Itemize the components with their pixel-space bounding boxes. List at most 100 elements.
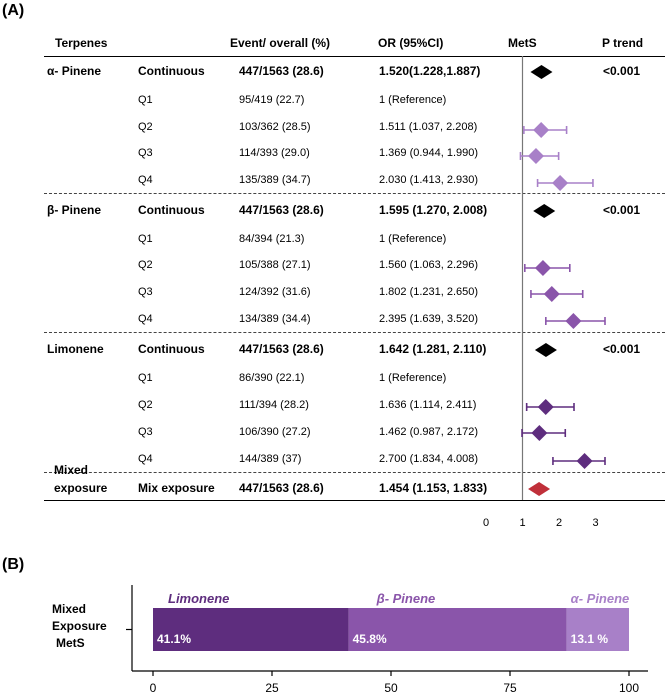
row-event: 135/389 (34.7) bbox=[239, 174, 311, 186]
estimate-diamond bbox=[534, 260, 551, 276]
estimate-diamond bbox=[530, 65, 553, 79]
row-event: 114/393 (29.0) bbox=[239, 147, 310, 159]
estimate-diamond bbox=[534, 343, 557, 357]
row-event: 95/419 (22.7) bbox=[239, 94, 305, 106]
x-tick-label: 2 bbox=[556, 517, 562, 529]
table-bottom-rule bbox=[44, 500, 665, 501]
row-event: 124/392 (31.6) bbox=[239, 286, 311, 298]
row-label: Q3 bbox=[138, 426, 153, 438]
x-tick-label: 75 bbox=[503, 681, 517, 695]
group-name-alpha-pinene: α- Pinene bbox=[47, 64, 102, 78]
row-label: Continuous bbox=[138, 203, 205, 217]
group-name-beta-pinene: β- Pinene bbox=[47, 203, 101, 217]
row-event: 134/389 (34.4) bbox=[239, 313, 311, 325]
estimate-diamond bbox=[565, 313, 582, 329]
row-or: 1.462 (0.987, 2.172) bbox=[379, 426, 479, 438]
stacked-bar-chart: 41.1% 45.8% 13.1 % Limonene β- Pinene α- Pine… bbox=[126, 585, 648, 695]
row-label: Q1 bbox=[138, 94, 153, 106]
row-label: Mix exposure bbox=[138, 481, 215, 495]
x-tick-label: 25 bbox=[265, 681, 279, 695]
estimate-diamond bbox=[537, 399, 554, 415]
row-or: 1 (Reference) bbox=[379, 233, 447, 245]
series-name-label: Limonene bbox=[168, 591, 229, 606]
x-tick-label: 50 bbox=[384, 681, 398, 695]
row-or: 1.636 (1.114, 2.411) bbox=[379, 399, 477, 411]
row-label: Q4 bbox=[138, 313, 153, 325]
segment-percent-label: 45.8% bbox=[353, 632, 387, 646]
header-mets: MetS bbox=[508, 36, 537, 50]
row-event: 447/1563 (28.6) bbox=[239, 64, 324, 78]
segment-alpha-pinene bbox=[566, 608, 629, 651]
estimate-diamond bbox=[533, 204, 556, 218]
group-divider bbox=[44, 472, 665, 473]
row-or: 1.802 (1.231, 2.650) bbox=[379, 286, 479, 298]
row-or: 1 (Reference) bbox=[379, 94, 447, 106]
group-divider bbox=[44, 193, 665, 194]
segment-beta-pinene bbox=[348, 608, 567, 651]
header-terpenes: Terpenes bbox=[55, 36, 108, 50]
group-name-mixed-line1: Mixed bbox=[54, 463, 89, 477]
panel-a-label: (A) bbox=[2, 2, 25, 19]
row-or: 2.395 (1.639, 3.520) bbox=[379, 313, 479, 325]
row-label: Q3 bbox=[138, 286, 153, 298]
row-event: 103/362 (28.5) bbox=[239, 121, 311, 133]
row-event: 86/390 (22.1) bbox=[239, 372, 305, 384]
series-name-label: β- Pinene bbox=[376, 591, 436, 606]
estimate-diamond bbox=[527, 148, 544, 164]
estimate-diamond bbox=[533, 122, 550, 138]
row-label: Q3 bbox=[138, 147, 153, 159]
row-label: Q4 bbox=[138, 174, 153, 186]
table-top-rule bbox=[44, 56, 665, 57]
bar-ylabel-line3: MetS bbox=[56, 636, 85, 650]
segment-percent-label: 41.1% bbox=[157, 632, 191, 646]
x-tick-label: 1 bbox=[519, 517, 525, 529]
row-or: 1.642 (1.281, 2.110) bbox=[379, 342, 487, 356]
panel-b-label: (B) bbox=[2, 556, 25, 573]
row-label: Q1 bbox=[138, 233, 153, 245]
header-or: OR (95%CI) bbox=[378, 36, 444, 50]
group-name-mixed-line2: exposure bbox=[54, 481, 108, 495]
x-tick-label: 0 bbox=[150, 681, 157, 695]
x-tick-label: 3 bbox=[592, 517, 598, 529]
row-event: 106/390 (27.2) bbox=[239, 426, 311, 438]
row-event: 84/394 (21.3) bbox=[239, 233, 305, 245]
estimate-diamond bbox=[552, 175, 569, 191]
estimate-diamond bbox=[531, 425, 548, 441]
header-ptrend: P trend bbox=[602, 36, 644, 50]
estimate-diamond bbox=[528, 482, 551, 496]
row-label: Q2 bbox=[138, 121, 153, 133]
row-label: Continuous bbox=[138, 64, 205, 78]
group-divider bbox=[44, 332, 665, 333]
row-or: 1.520(1.228,1.887) bbox=[379, 64, 481, 78]
x-tick-label: 100 bbox=[619, 681, 639, 695]
bar-ylabel-line2: Exposure bbox=[52, 619, 107, 633]
segment-percent-label: 13.1 % bbox=[571, 632, 609, 646]
estimate-diamond bbox=[576, 453, 593, 469]
estimate-diamond bbox=[543, 286, 560, 302]
row-or: 2.700 (1.834, 4.008) bbox=[379, 453, 479, 465]
row-event: 447/1563 (28.6) bbox=[239, 342, 324, 356]
segment-limonene bbox=[153, 608, 349, 651]
row-label: Q1 bbox=[138, 372, 153, 384]
header-event: Event/ overall (%) bbox=[230, 36, 331, 50]
x-tick-label: 0 bbox=[483, 517, 489, 529]
bar-ylabel-line1: Mixed bbox=[52, 602, 87, 616]
p-trend-value: <0.001 bbox=[603, 64, 641, 78]
row-or: 1.454 (1.153, 1.833) bbox=[379, 481, 488, 495]
series-name-label: α- Pinene bbox=[571, 591, 630, 606]
row-event: 105/388 (27.1) bbox=[239, 259, 311, 271]
row-or: 1.595 (1.270, 2.008) bbox=[379, 203, 488, 217]
row-event: 447/1563 (28.6) bbox=[239, 481, 324, 495]
row-label: Continuous bbox=[138, 342, 205, 356]
row-or: 1.560 (1.063, 2.296) bbox=[379, 259, 479, 271]
row-or: 1 (Reference) bbox=[379, 372, 447, 384]
p-trend-value: <0.001 bbox=[603, 203, 641, 217]
row-or: 2.030 (1.413, 2.930) bbox=[379, 174, 479, 186]
p-trend-value: <0.001 bbox=[603, 342, 641, 356]
row-event: 447/1563 (28.6) bbox=[239, 203, 324, 217]
row-label: Q4 bbox=[138, 453, 153, 465]
forest-plot: 0 1 2 3 bbox=[483, 56, 606, 529]
row-label: Q2 bbox=[138, 259, 153, 271]
group-name-limonene: Limonene bbox=[47, 342, 104, 356]
row-or: 1.511 (1.037, 2.208) bbox=[379, 121, 478, 133]
